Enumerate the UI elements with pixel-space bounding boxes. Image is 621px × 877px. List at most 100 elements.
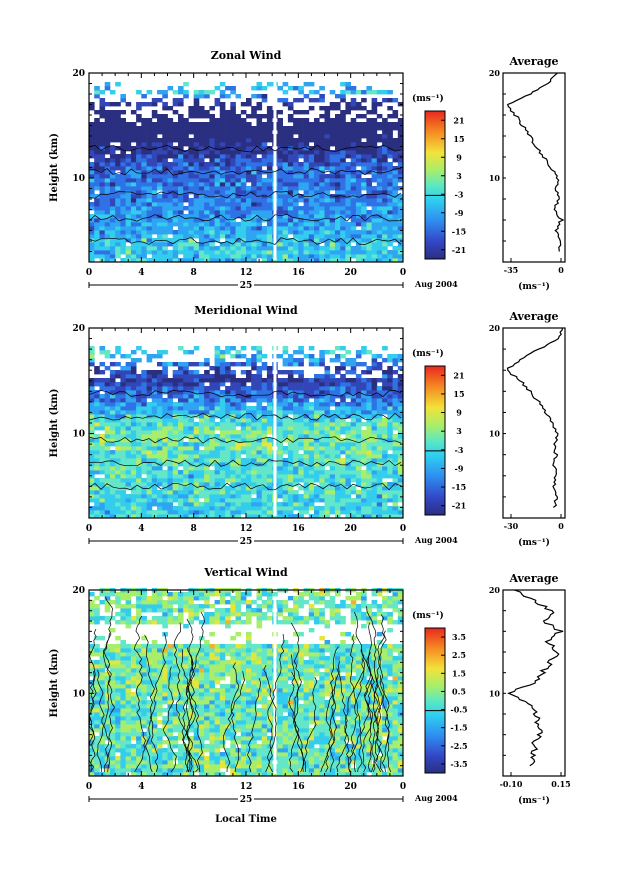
heatmap-cell: [136, 422, 142, 426]
heatmap-cell: [393, 178, 399, 182]
heatmap-cell: [126, 426, 132, 430]
heatmap-cell: [204, 490, 210, 494]
heatmap-cell: [115, 198, 121, 202]
heatmap-cell: [152, 242, 158, 246]
heatmap-cell: [220, 138, 226, 142]
heatmap-cell: [152, 406, 158, 410]
heatmap-cell: [283, 466, 289, 470]
heatmap-cell: [183, 94, 189, 98]
heatmap-cell: [168, 386, 174, 390]
heatmap-cell: [356, 186, 362, 190]
heatmap-cell: [105, 246, 111, 250]
heatmap-cell: [157, 458, 163, 462]
heatmap-cell: [309, 98, 315, 102]
heatmap-cell: [288, 138, 294, 142]
heatmap-cell: [183, 430, 189, 434]
heatmap-cell: [236, 450, 242, 454]
heatmap-cell: [372, 414, 378, 418]
heatmap-cell: [115, 130, 121, 134]
heatmap-cell: [152, 494, 158, 498]
heatmap-cell: [325, 422, 331, 426]
heatmap-cell: [335, 146, 341, 150]
heatmap-cell: [288, 226, 294, 230]
heatmap-cell: [131, 466, 137, 470]
heatmap-cell: [345, 238, 351, 242]
heatmap-cell: [372, 430, 378, 434]
heatmap-cell: [393, 486, 399, 490]
heatmap-cell: [236, 162, 242, 166]
heatmap-cell: [215, 130, 221, 134]
heatmap-cell: [351, 446, 357, 450]
heatmap-cell: [298, 174, 304, 178]
heatmap-cell: [298, 350, 304, 354]
heatmap-cell: [152, 478, 158, 482]
heatmap-cell: [345, 90, 351, 94]
heatmap-cell: [220, 422, 226, 426]
heatmap-cell: [309, 382, 315, 386]
heatmap-cell: [188, 362, 194, 366]
heatmap-cell: [157, 154, 163, 158]
heatmap-cell: [277, 246, 283, 250]
heatmap-cell: [335, 154, 341, 158]
heatmap-cell: [162, 362, 168, 366]
heatmap-cell: [204, 122, 210, 126]
heatmap-cell: [366, 190, 372, 194]
heatmap-cell: [225, 490, 231, 494]
heatmap-cell: [241, 190, 247, 194]
heatmap-cell: [314, 198, 320, 202]
heatmap-cell: [230, 506, 236, 510]
heatmap-cell: [188, 486, 194, 490]
heatmap-cell: [152, 398, 158, 402]
heatmap-cell: [188, 202, 194, 206]
heatmap-cell: [126, 158, 132, 162]
heatmap-cell: [351, 202, 357, 206]
heatmap-cell: [178, 490, 184, 494]
heatmap-cell: [204, 426, 210, 430]
heatmap-cell: [188, 170, 194, 174]
heatmap-cell: [136, 390, 142, 394]
heatmap-cell: [194, 474, 200, 478]
heatmap-cell: [215, 150, 221, 154]
heatmap-cell: [120, 242, 126, 246]
heatmap-cell: [277, 378, 283, 382]
heatmap-cell: [136, 178, 142, 182]
heatmap-cell: [319, 470, 325, 474]
heatmap-cell: [298, 150, 304, 154]
heatmap-cell: [173, 126, 179, 130]
heatmap-cell: [356, 122, 362, 126]
heatmap-cell: [89, 250, 95, 254]
heatmap-cell: [267, 230, 273, 234]
heatmap-cell: [262, 142, 268, 146]
heatmap-cell: [356, 218, 362, 222]
heatmap-cell: [340, 134, 346, 138]
heatmap-cell: [199, 254, 205, 258]
heatmap-cell: [393, 170, 399, 174]
heatmap-cell: [246, 130, 252, 134]
heatmap-cell: [168, 362, 174, 366]
heatmap-cell: [366, 366, 372, 370]
heatmap-cell: [351, 422, 357, 426]
heatmap-cell: [345, 470, 351, 474]
heatmap-cell: [298, 378, 304, 382]
heatmap-cell: [131, 122, 137, 126]
heatmap-cell: [194, 402, 200, 406]
heatmap-cell: [246, 242, 252, 246]
heatmap-cell: [304, 158, 310, 162]
heatmap-cell: [393, 154, 399, 158]
heatmap-cell: [236, 458, 242, 462]
heatmap-cell: [136, 494, 142, 498]
heatmap-cell: [241, 386, 247, 390]
heatmap-cell: [173, 470, 179, 474]
heatmap-cell: [230, 490, 236, 494]
heatmap-cell: [209, 374, 215, 378]
heatmap-cell: [209, 226, 215, 230]
heatmap-cell: [345, 150, 351, 154]
heatmap-cell: [162, 106, 168, 110]
heatmap-cell: [152, 374, 158, 378]
heatmap-cell: [372, 178, 378, 182]
heatmap-cell: [162, 406, 168, 410]
heatmap-cell: [340, 422, 346, 426]
heatmap-cell: [366, 398, 372, 402]
heatmap-cell: [100, 166, 106, 170]
heatmap-cell: [225, 138, 231, 142]
